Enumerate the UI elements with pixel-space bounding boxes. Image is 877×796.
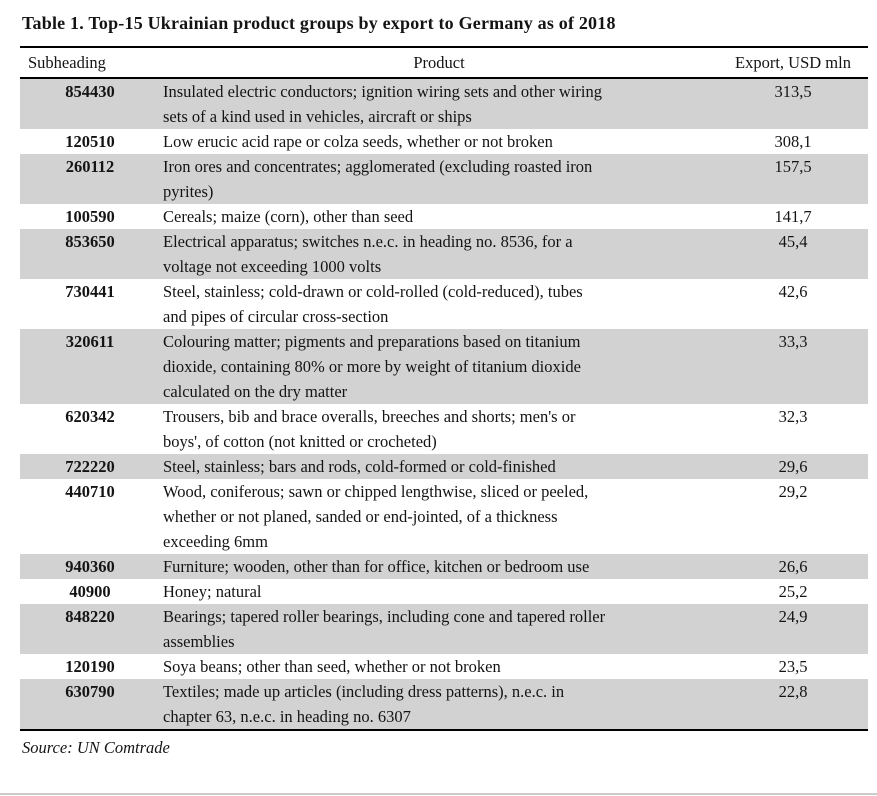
page-container: Table 1. Top-15 Ukrainian product groups…	[0, 13, 877, 758]
table-header: Subheading Product Export, USD mln	[20, 47, 868, 79]
subheading-cell: 260112	[65, 157, 115, 176]
table-row: 40900 Honey; natural 25,2	[20, 579, 868, 604]
column-header-export: Export, USD mln	[718, 47, 868, 79]
product-cell: Bearings; tapered roller bearings, inclu…	[163, 607, 606, 651]
subheading-cell: 620342	[65, 407, 115, 426]
subheading-cell: 848220	[65, 607, 115, 626]
export-cell: 32,3	[778, 407, 808, 426]
export-cell: 25,2	[778, 582, 808, 601]
table-row: 120510 Low erucic acid rape or colza seed…	[20, 129, 868, 154]
subheading-cell: 940360	[65, 557, 115, 576]
export-cell: 33,3	[778, 332, 808, 351]
table-row: 120190 Soya beans; other than seed, wheth…	[20, 654, 868, 679]
table-row: 853650 Electrical apparatus; switches n.e…	[20, 229, 868, 279]
table-row: 440710 Wood, coniferous; sawn or chipped …	[20, 479, 868, 554]
table-row: 620342 Trousers, bib and brace overalls, …	[20, 404, 868, 454]
table-row: 940360 Furniture; wooden, other than for …	[20, 554, 868, 579]
export-cell: 313,5	[774, 82, 812, 101]
subheading-cell: 440710	[65, 482, 115, 501]
product-cell: Cereals; maize (corn), other than seed	[163, 207, 414, 226]
subheading-cell: 853650	[65, 232, 115, 251]
source-note: Source: UN Comtrade	[22, 738, 170, 757]
column-header-subheading: Subheading	[20, 47, 160, 79]
product-cell: Soya beans; other than seed, whether or …	[163, 657, 501, 676]
table-row: 320611 Colouring matter; pigments and pre…	[20, 329, 868, 404]
column-header-product: Product	[160, 47, 718, 79]
product-cell: Insulated electric conductors; ignition …	[163, 82, 602, 126]
export-cell: 24,9	[778, 607, 808, 626]
table-body: 854430 Insulated electric conductors; ign…	[20, 78, 868, 730]
subheading-cell: 854430	[65, 82, 115, 101]
subheading-cell: 100590	[65, 207, 115, 226]
table-row: 722220 Steel, stainless; bars and rods, c…	[20, 454, 868, 479]
subheading-cell: 320611	[65, 332, 115, 351]
subheading-cell: 40900	[69, 582, 111, 601]
product-cell: Electrical apparatus; switches n.e.c. in…	[163, 232, 573, 276]
product-cell: Steel, stainless; bars and rods, cold-fo…	[163, 457, 556, 476]
export-cell: 141,7	[774, 207, 812, 226]
table-row: 854430 Insulated electric conductors; ign…	[20, 78, 868, 129]
product-cell: Trousers, bib and brace overalls, breech…	[163, 407, 576, 451]
table-title: Table 1. Top-15 Ukrainian product groups…	[22, 13, 616, 33]
table-row: 100590 Cereals; maize (corn), other than …	[20, 204, 868, 229]
product-cell: Colouring matter; pigments and preparati…	[163, 332, 581, 401]
export-cell: 29,6	[778, 457, 808, 476]
header-row: Subheading Product Export, USD mln	[20, 47, 868, 79]
subheading-cell: 120190	[65, 657, 115, 676]
product-cell: Steel, stainless; cold-drawn or cold-rol…	[163, 282, 583, 326]
products-table: Subheading Product Export, USD mln 85443…	[20, 46, 868, 731]
product-cell: Wood, coniferous; sawn or chipped length…	[163, 482, 589, 551]
table-row: 848220 Bearings; tapered roller bearings,…	[20, 604, 868, 654]
export-cell: 308,1	[774, 132, 812, 151]
product-cell: Iron ores and concentrates; agglomerated…	[163, 157, 593, 201]
export-cell: 42,6	[778, 282, 808, 301]
product-cell: Furniture; wooden, other than for office…	[163, 557, 590, 576]
table-row: 730441 Steel, stainless; cold-drawn or co…	[20, 279, 868, 329]
export-cell: 26,6	[778, 557, 808, 576]
export-cell: 23,5	[778, 657, 808, 676]
product-cell: Low erucic acid rape or colza seeds, whe…	[163, 132, 553, 151]
export-cell: 45,4	[778, 232, 808, 251]
bottom-divider	[0, 793, 877, 795]
subheading-cell: 722220	[65, 457, 115, 476]
product-cell: Honey; natural	[163, 582, 262, 601]
export-cell: 29,2	[778, 482, 808, 501]
subheading-cell: 630790	[65, 682, 115, 701]
export-cell: 22,8	[778, 682, 808, 701]
product-cell: Textiles; made up articles (including dr…	[163, 682, 565, 726]
subheading-cell: 730441	[65, 282, 115, 301]
table-row: 260112 Iron ores and concentrates; agglom…	[20, 154, 868, 204]
subheading-cell: 120510	[65, 132, 115, 151]
export-cell: 157,5	[774, 157, 812, 176]
table-row: 630790 Textiles; made up articles (includ…	[20, 679, 868, 730]
